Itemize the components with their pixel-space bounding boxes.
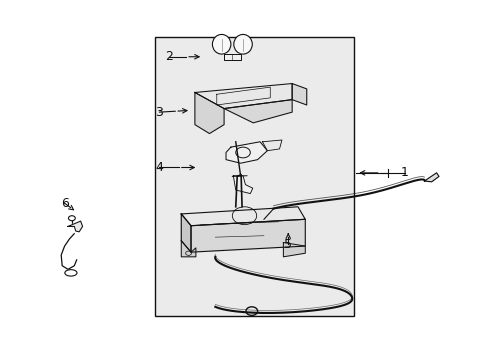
Polygon shape xyxy=(181,207,305,226)
Polygon shape xyxy=(224,100,291,123)
Polygon shape xyxy=(283,243,305,257)
Polygon shape xyxy=(195,84,291,109)
Text: 1: 1 xyxy=(400,166,408,179)
Text: 5: 5 xyxy=(284,238,292,251)
Text: 3: 3 xyxy=(155,105,163,119)
Polygon shape xyxy=(225,142,267,163)
Polygon shape xyxy=(262,140,282,151)
Polygon shape xyxy=(424,173,438,182)
Polygon shape xyxy=(191,219,305,252)
Ellipse shape xyxy=(212,35,230,54)
Polygon shape xyxy=(181,214,191,252)
Polygon shape xyxy=(233,176,252,194)
Polygon shape xyxy=(195,93,224,134)
Text: 2: 2 xyxy=(165,50,173,63)
Text: 4: 4 xyxy=(155,161,163,174)
Ellipse shape xyxy=(233,35,252,54)
Polygon shape xyxy=(291,84,306,105)
Polygon shape xyxy=(181,241,196,257)
Bar xyxy=(154,37,353,316)
Ellipse shape xyxy=(65,270,77,276)
Polygon shape xyxy=(68,221,82,232)
Text: 6: 6 xyxy=(61,197,68,210)
Polygon shape xyxy=(223,54,241,60)
